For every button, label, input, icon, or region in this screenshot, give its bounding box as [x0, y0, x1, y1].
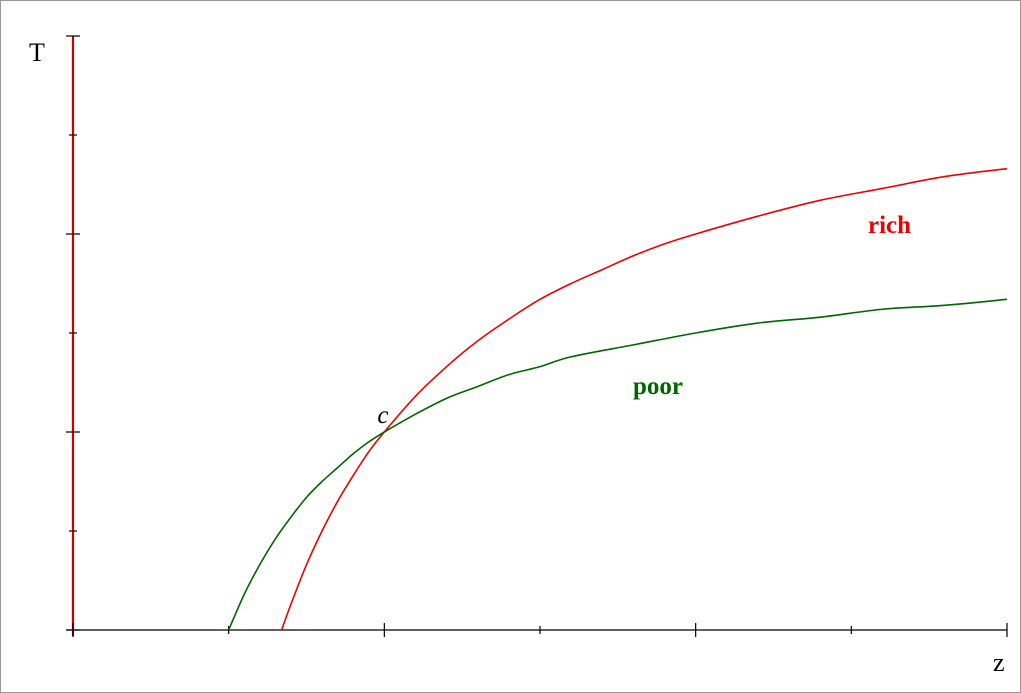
series-line-poor — [227, 298, 1008, 631]
intersection-label: c — [377, 402, 388, 429]
series-line-rich — [280, 167, 1008, 631]
x-axis-title: z — [993, 648, 1005, 677]
tick-marks — [66, 35, 1008, 637]
series-curves — [227, 167, 1008, 631]
axes — [67, 36, 1007, 636]
chart-labels: T z rich poor c — [29, 38, 1005, 677]
series-label-rich: rich — [868, 212, 911, 239]
y-axis-title: T — [29, 38, 45, 67]
series-label-poor: poor — [633, 373, 683, 400]
